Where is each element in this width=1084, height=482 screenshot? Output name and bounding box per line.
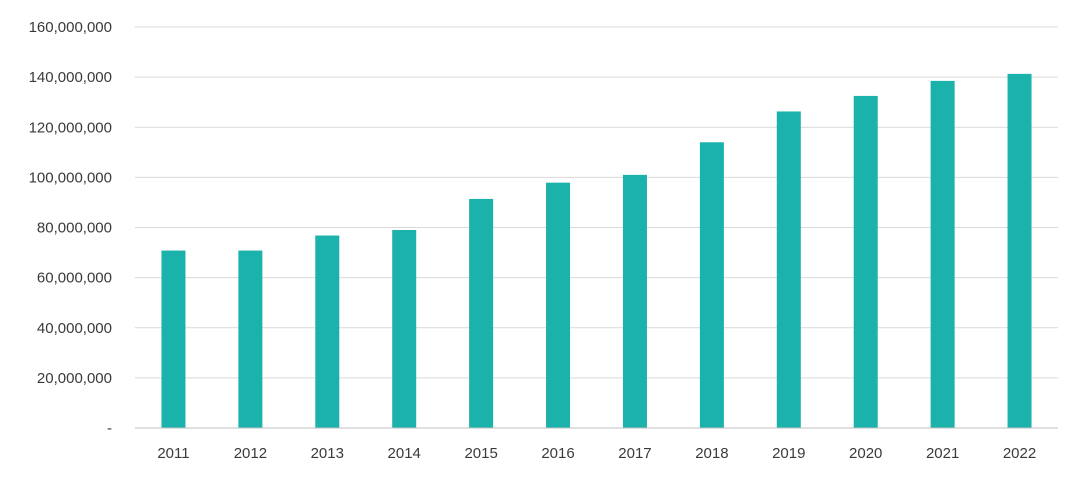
y-tick-label: 80,000,000 bbox=[37, 220, 112, 237]
bar-2011 bbox=[161, 250, 186, 428]
x-tick-label: 2016 bbox=[541, 445, 574, 462]
x-tick-label: 2018 bbox=[695, 445, 728, 462]
x-tick-label: 2015 bbox=[464, 445, 497, 462]
bar-2013 bbox=[315, 235, 340, 428]
bar-2014 bbox=[392, 230, 417, 428]
y-tick-label: 20,000,000 bbox=[37, 370, 112, 387]
y-tick-label: 100,000,000 bbox=[29, 169, 112, 186]
bar-2020 bbox=[853, 95, 878, 428]
y-axis-ticks: - 20,000,000 40,000,000 60,000,000 80,000,00… bbox=[29, 19, 112, 437]
bar-2019 bbox=[776, 111, 801, 428]
y-tick-label: 60,000,000 bbox=[37, 270, 112, 287]
x-tick-label: 2012 bbox=[234, 445, 267, 462]
x-axis-ticks: 2011 2012 2013 2014 2015 2016 2017 2018 2019 2020… bbox=[157, 445, 1036, 462]
bar-2016 bbox=[546, 182, 571, 428]
bars bbox=[161, 73, 1032, 429]
x-tick-label: 2017 bbox=[618, 445, 651, 462]
gridlines bbox=[135, 26, 1058, 379]
x-tick-label: 2013 bbox=[311, 445, 344, 462]
x-tick-label: 2014 bbox=[388, 445, 421, 462]
x-tick-label: 2019 bbox=[772, 445, 805, 462]
x-tick-label: 2022 bbox=[1003, 445, 1036, 462]
bar-2017 bbox=[622, 174, 647, 428]
bar-2022 bbox=[1007, 73, 1032, 428]
y-tick-label: 160,000,000 bbox=[29, 19, 112, 36]
bar-2012 bbox=[238, 250, 263, 428]
y-tick-label: 40,000,000 bbox=[37, 320, 112, 337]
bar-2018 bbox=[699, 142, 724, 428]
y-tick-label: 140,000,000 bbox=[29, 69, 112, 86]
y-tick-label: 120,000,000 bbox=[29, 119, 112, 136]
bar-2015 bbox=[469, 198, 494, 428]
bar-2021 bbox=[930, 80, 955, 429]
x-tick-label: 2011 bbox=[157, 445, 189, 462]
x-tick-label: 2021 bbox=[926, 445, 959, 462]
y-tick-label: - bbox=[107, 420, 112, 437]
x-tick-label: 2020 bbox=[849, 445, 882, 462]
